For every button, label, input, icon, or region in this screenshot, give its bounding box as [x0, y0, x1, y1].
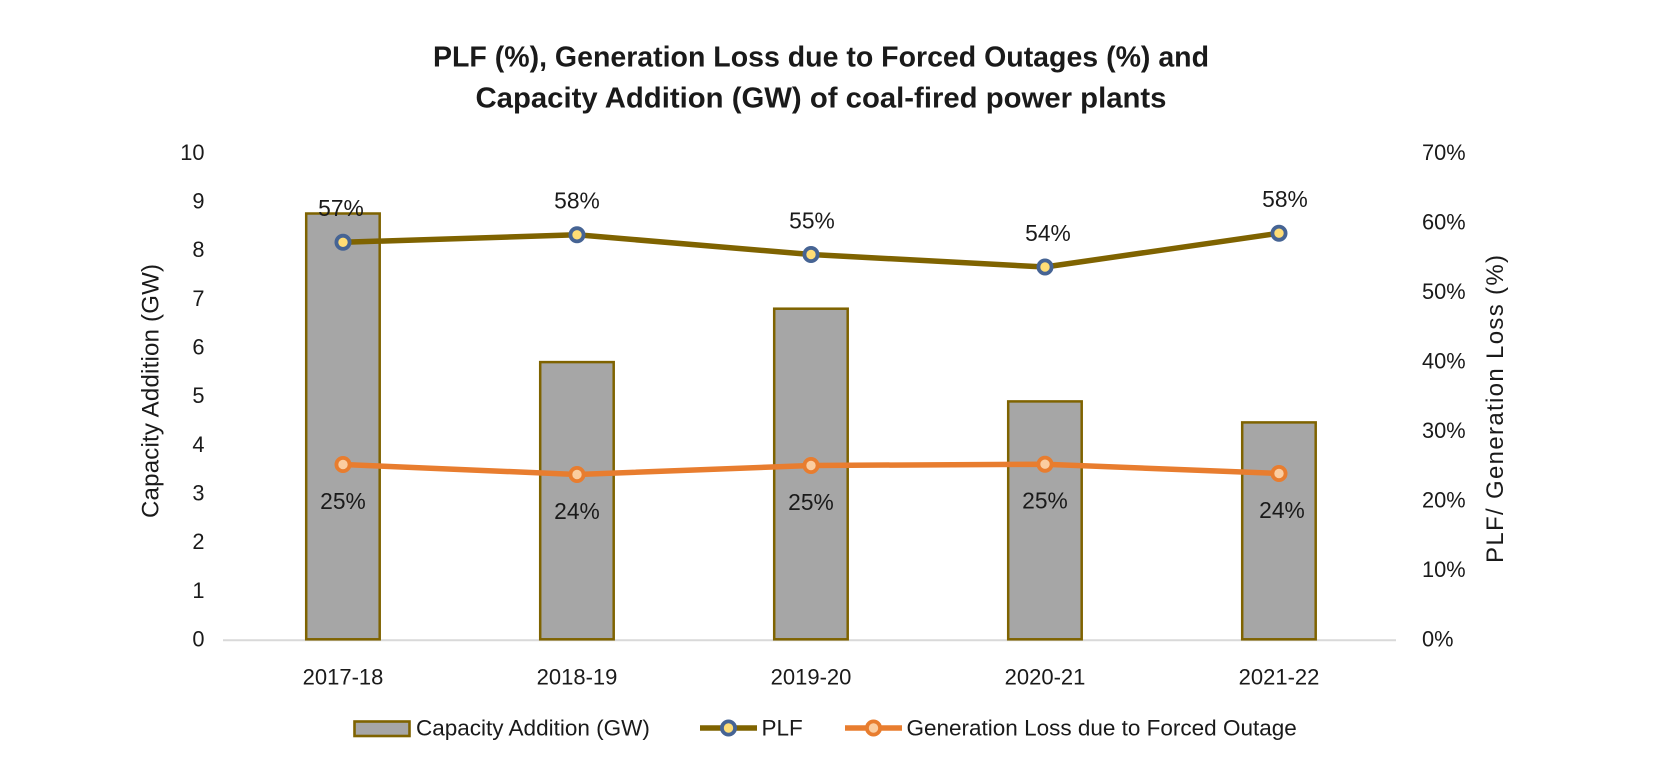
- svg-text:40%: 40%: [1422, 348, 1466, 373]
- svg-text:10: 10: [180, 140, 204, 165]
- svg-text:10%: 10%: [1422, 557, 1466, 582]
- svg-text:2019-20: 2019-20: [771, 665, 852, 690]
- svg-text:Capacity Addition (GW) of coal: Capacity Addition (GW) of coal-fired pow…: [476, 82, 1167, 114]
- svg-text:70%: 70%: [1422, 140, 1466, 165]
- svg-text:6: 6: [192, 335, 204, 360]
- svg-text:Generation Loss due to Forced: Generation Loss due to Forced Outage: [907, 716, 1297, 741]
- svg-text:54%: 54%: [1025, 220, 1071, 246]
- svg-text:20%: 20%: [1422, 487, 1466, 512]
- svg-text:50%: 50%: [1422, 279, 1466, 304]
- svg-text:5: 5: [192, 383, 204, 408]
- svg-text:30%: 30%: [1422, 418, 1466, 443]
- svg-text:9: 9: [192, 189, 204, 214]
- svg-text:4: 4: [192, 432, 204, 457]
- svg-text:57%: 57%: [318, 195, 364, 221]
- svg-text:24%: 24%: [554, 498, 600, 524]
- svg-text:24%: 24%: [1259, 497, 1305, 523]
- svg-text:2020-21: 2020-21: [1005, 665, 1086, 690]
- svg-text:58%: 58%: [554, 188, 600, 214]
- svg-text:3: 3: [192, 481, 204, 506]
- svg-text:60%: 60%: [1422, 209, 1466, 234]
- svg-text:2017-18: 2017-18: [303, 665, 384, 690]
- svg-text:PLF/ Generation Loss (%): PLF/ Generation Loss (%): [1482, 255, 1509, 563]
- svg-text:2: 2: [192, 529, 204, 554]
- svg-text:25%: 25%: [1022, 488, 1068, 514]
- svg-text:1: 1: [192, 578, 204, 603]
- svg-text:0%: 0%: [1422, 627, 1454, 652]
- svg-text:PLF (%), Generation Loss due t: PLF (%), Generation Loss due to Forced O…: [433, 42, 1209, 74]
- svg-text:25%: 25%: [320, 488, 366, 514]
- svg-text:2018-19: 2018-19: [537, 665, 618, 690]
- svg-text:7: 7: [192, 286, 204, 311]
- svg-text:58%: 58%: [1262, 186, 1308, 212]
- svg-text:Capacity Addition (GW): Capacity Addition (GW): [416, 716, 650, 741]
- svg-text:2021-22: 2021-22: [1239, 665, 1320, 690]
- svg-text:PLF: PLF: [762, 716, 803, 741]
- svg-text:55%: 55%: [789, 207, 835, 233]
- svg-text:8: 8: [192, 237, 204, 262]
- svg-text:Capacity Addition (GW): Capacity Addition (GW): [137, 264, 164, 518]
- svg-text:0: 0: [192, 627, 204, 652]
- svg-text:25%: 25%: [788, 489, 834, 515]
